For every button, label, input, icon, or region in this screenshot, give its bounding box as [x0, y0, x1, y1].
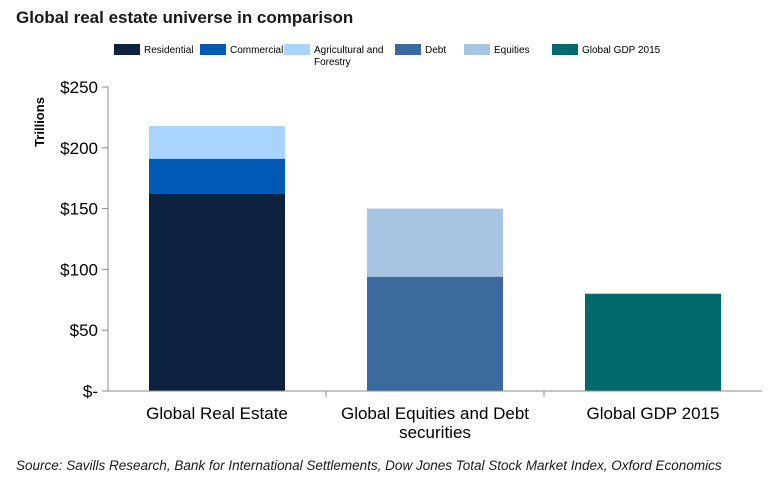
legend: Residential Commercial Agricultural and For… — [114, 44, 661, 68]
y-tick-label: $100 — [60, 260, 98, 279]
legend-label: Residential — [144, 45, 193, 56]
bar-segment-global-gdp-2015 — [585, 293, 721, 391]
bar-segment-equities — [367, 208, 503, 277]
legend-swatch — [395, 44, 421, 55]
x-tick-label: Global GDP 2015 — [587, 404, 720, 423]
legend-label: Commercial — [230, 45, 283, 56]
legend-swatch — [284, 44, 310, 55]
bars — [149, 125, 721, 391]
bar-segment-residential — [149, 194, 285, 391]
x-tick-label: Global Equities and Debt securities — [341, 404, 529, 442]
legend-swatch — [464, 44, 490, 55]
legend-label: Equities — [494, 45, 530, 56]
bar-segment-commercial — [149, 158, 285, 195]
x-tick-label: Global Real Estate — [146, 404, 288, 423]
source-note: Source: Savills Research, Bank for Inter… — [16, 458, 722, 473]
y-tick-label: $50 — [70, 321, 98, 340]
legend-label: Global GDP 2015 — [582, 45, 661, 56]
legend-label: Debt — [425, 45, 446, 56]
x-axis: Global Real Estate Global Equities and De… — [108, 390, 762, 442]
legend-label: Agricultural and Forestry — [314, 45, 383, 68]
y-axis-label: Trillions — [32, 97, 47, 147]
legend-swatch — [114, 44, 140, 55]
legend-swatch — [552, 44, 578, 55]
bar-segment-debt — [367, 276, 503, 391]
y-tick-label: $150 — [60, 200, 98, 219]
chart-title: Global real estate universe in compariso… — [16, 8, 354, 27]
y-tick-label: $250 — [60, 78, 98, 97]
y-tick-label: $- — [83, 382, 98, 401]
y-tick-label: $200 — [60, 139, 98, 158]
bar-segment-agricultural-and-forestry — [149, 125, 285, 159]
legend-swatch — [200, 44, 226, 55]
y-axis: $- $50 $100 $150 $200 $250 — [60, 78, 109, 401]
